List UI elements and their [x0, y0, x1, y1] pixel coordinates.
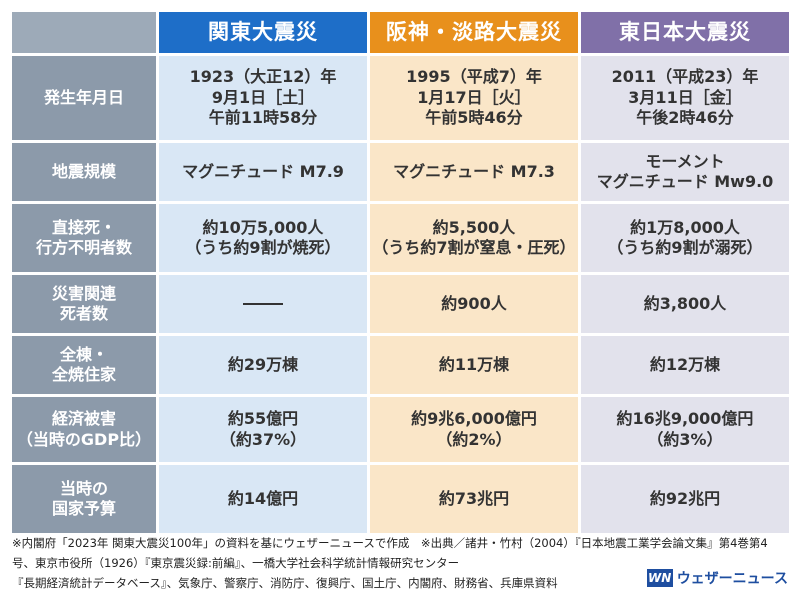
- cell-deaths-tohoku: 約1万8,000人 （うち約9割が溺死）: [581, 204, 789, 272]
- cell-deaths-hanshin: 約5,500人 （うち約7割が窒息・圧死）: [370, 204, 578, 272]
- wn-logo-icon: WN: [646, 569, 673, 587]
- row-header-houses-destroyed: 全棟・ 全焼住家: [12, 336, 156, 394]
- cell-magnitude-kanto: マグニチュード M7.9: [159, 143, 367, 201]
- cell-related-deaths-hanshin: 約900人: [370, 275, 578, 333]
- cell-budget-kanto: 約14億円: [159, 465, 367, 533]
- cell-related-deaths-tohoku: 約3,800人: [581, 275, 789, 333]
- cell-houses-kanto: 約29万棟: [159, 336, 367, 394]
- row-header-date: 発生年月日: [12, 56, 156, 140]
- row-header-magnitude: 地震規模: [12, 143, 156, 201]
- cell-date-kanto: 1923（大正12）年 9月1日［土］ 午前11時58分: [159, 56, 367, 140]
- column-header-higashi-nihon: 東日本大震災: [581, 12, 789, 53]
- cell-economic-kanto: 約55億円 （約37%）: [159, 397, 367, 462]
- cell-deaths-kanto: 約10万5,000人 （うち約9割が焼死）: [159, 204, 367, 272]
- column-header-hanshin-awaji: 阪神・淡路大震災: [370, 12, 578, 53]
- logo-text: ウェザーニュース: [676, 571, 788, 587]
- row-header-economic-damage: 経済被害 （当時のGDP比）: [12, 397, 156, 462]
- cell-magnitude-hanshin: マグニチュード M7.3: [370, 143, 578, 201]
- cell-budget-hanshin: 約73兆円: [370, 465, 578, 533]
- row-header-national-budget: 当時の 国家予算: [12, 465, 156, 533]
- source-footnote: ※内閣府「2023年 関東大震災100年」の資料を基にウェザーニュースで作成 ※…: [12, 536, 768, 590]
- cell-related-deaths-kanto: [159, 275, 367, 333]
- cell-date-tohoku: 2011（平成23）年 3月11日［金］ 午後2時46分: [581, 56, 789, 140]
- comparison-table: 関東大震災 阪神・淡路大震災 東日本大震災 発生年月日 1923（大正12）年 …: [12, 12, 789, 533]
- row-header-related-deaths: 災害関連 死者数: [12, 275, 156, 333]
- row-header-direct-deaths: 直接死・ 行方不明者数: [12, 204, 156, 272]
- cell-magnitude-tohoku: モーメント マグニチュード Mw9.0: [581, 143, 789, 201]
- cell-economic-hanshin: 約9兆6,000億円 （約2%）: [370, 397, 578, 462]
- cell-date-hanshin: 1995（平成7）年 1月17日［火］ 午前5時46分: [370, 56, 578, 140]
- cell-houses-hanshin: 約11万棟: [370, 336, 578, 394]
- not-applicable-dash: [243, 303, 283, 305]
- weathernews-logo: WN ウェザーニュース: [646, 568, 788, 588]
- table-corner: [12, 12, 156, 53]
- cell-houses-tohoku: 約12万棟: [581, 336, 789, 394]
- cell-budget-tohoku: 約92兆円: [581, 465, 789, 533]
- column-header-kanto: 関東大震災: [159, 12, 367, 53]
- cell-economic-tohoku: 約16兆9,000億円 （約3%）: [581, 397, 789, 462]
